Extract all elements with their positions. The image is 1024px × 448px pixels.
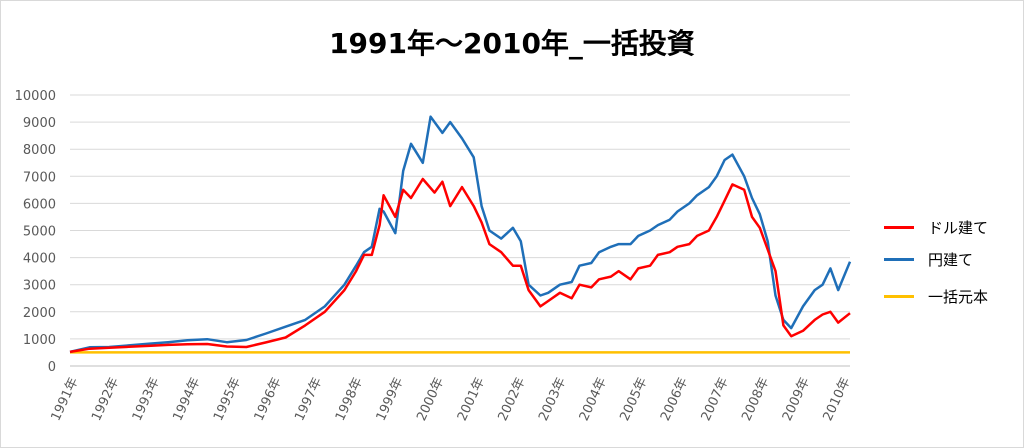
x-tick-label: 2006年 (658, 375, 691, 423)
x-tick-label: 2000年 (414, 375, 447, 423)
legend-swatch-principal (884, 295, 914, 298)
x-tick-label: 1994年 (170, 375, 203, 423)
legend-item-yen: 円建て (884, 249, 1024, 269)
x-tick-label: 1996年 (252, 375, 285, 423)
y-tick-label: 6000 (23, 197, 56, 212)
series-line-0 (69, 177, 851, 354)
legend-swatch-yen (884, 258, 914, 261)
x-tick-label: 1992年 (89, 375, 122, 423)
x-tick-label: 1998年 (333, 375, 366, 423)
legend-label-yen: 円建て (928, 251, 974, 269)
x-axis-ticks: 1991年 1992年 1993年 1994年 1995年 1996年 1997年 1998年… (49, 375, 854, 423)
y-tick-label: 1000 (23, 333, 56, 348)
series-line-1 (69, 115, 852, 354)
x-tick-label: 2010年 (821, 375, 854, 423)
y-tick-label: 4000 (23, 252, 56, 267)
x-tick-label: 1995年 (211, 375, 244, 423)
y-tick-label: 10000 (15, 89, 56, 104)
chart-title: 1991年～2010年_一括投資 (329, 27, 695, 60)
x-tick-label: 2005年 (617, 375, 650, 423)
x-tick-label: 2009年 (780, 375, 813, 423)
x-tick-label: 2008年 (739, 375, 772, 423)
x-tick-label: 2001年 (455, 375, 488, 423)
x-tick-label: 1997年 (292, 375, 325, 423)
series-lines (69, 115, 852, 354)
legend-label-principal: 一括元本 (928, 288, 989, 306)
x-tick-label: 1991年 (49, 375, 82, 423)
legend-item-dollar: ドル建て (884, 217, 1024, 237)
y-tick-label: 5000 (23, 225, 56, 240)
y-tick-label: 3000 (23, 279, 56, 294)
y-axis-ticks: 0 1000 2000 3000 4000 5000 6000 7000 8000 9000 100… (15, 89, 56, 375)
y-tick-label: 9000 (23, 116, 56, 131)
x-tick-label: 1993年 (130, 375, 163, 423)
legend-label-dollar: ドル建て (928, 219, 989, 237)
x-tick-label: 2004年 (577, 375, 610, 423)
x-tick-label: 1999年 (374, 375, 407, 423)
y-tick-label: 7000 (23, 170, 56, 185)
y-tick-label: 0 (48, 360, 56, 375)
legend-item-principal: 一括元本 (884, 286, 1024, 306)
legend-swatch-dollar (884, 226, 914, 229)
y-tick-label: 8000 (23, 143, 56, 158)
x-tick-label: 2007年 (699, 375, 732, 423)
x-tick-label: 2003年 (536, 375, 569, 423)
y-tick-label: 2000 (23, 306, 56, 321)
x-tick-label: 2002年 (495, 375, 528, 423)
